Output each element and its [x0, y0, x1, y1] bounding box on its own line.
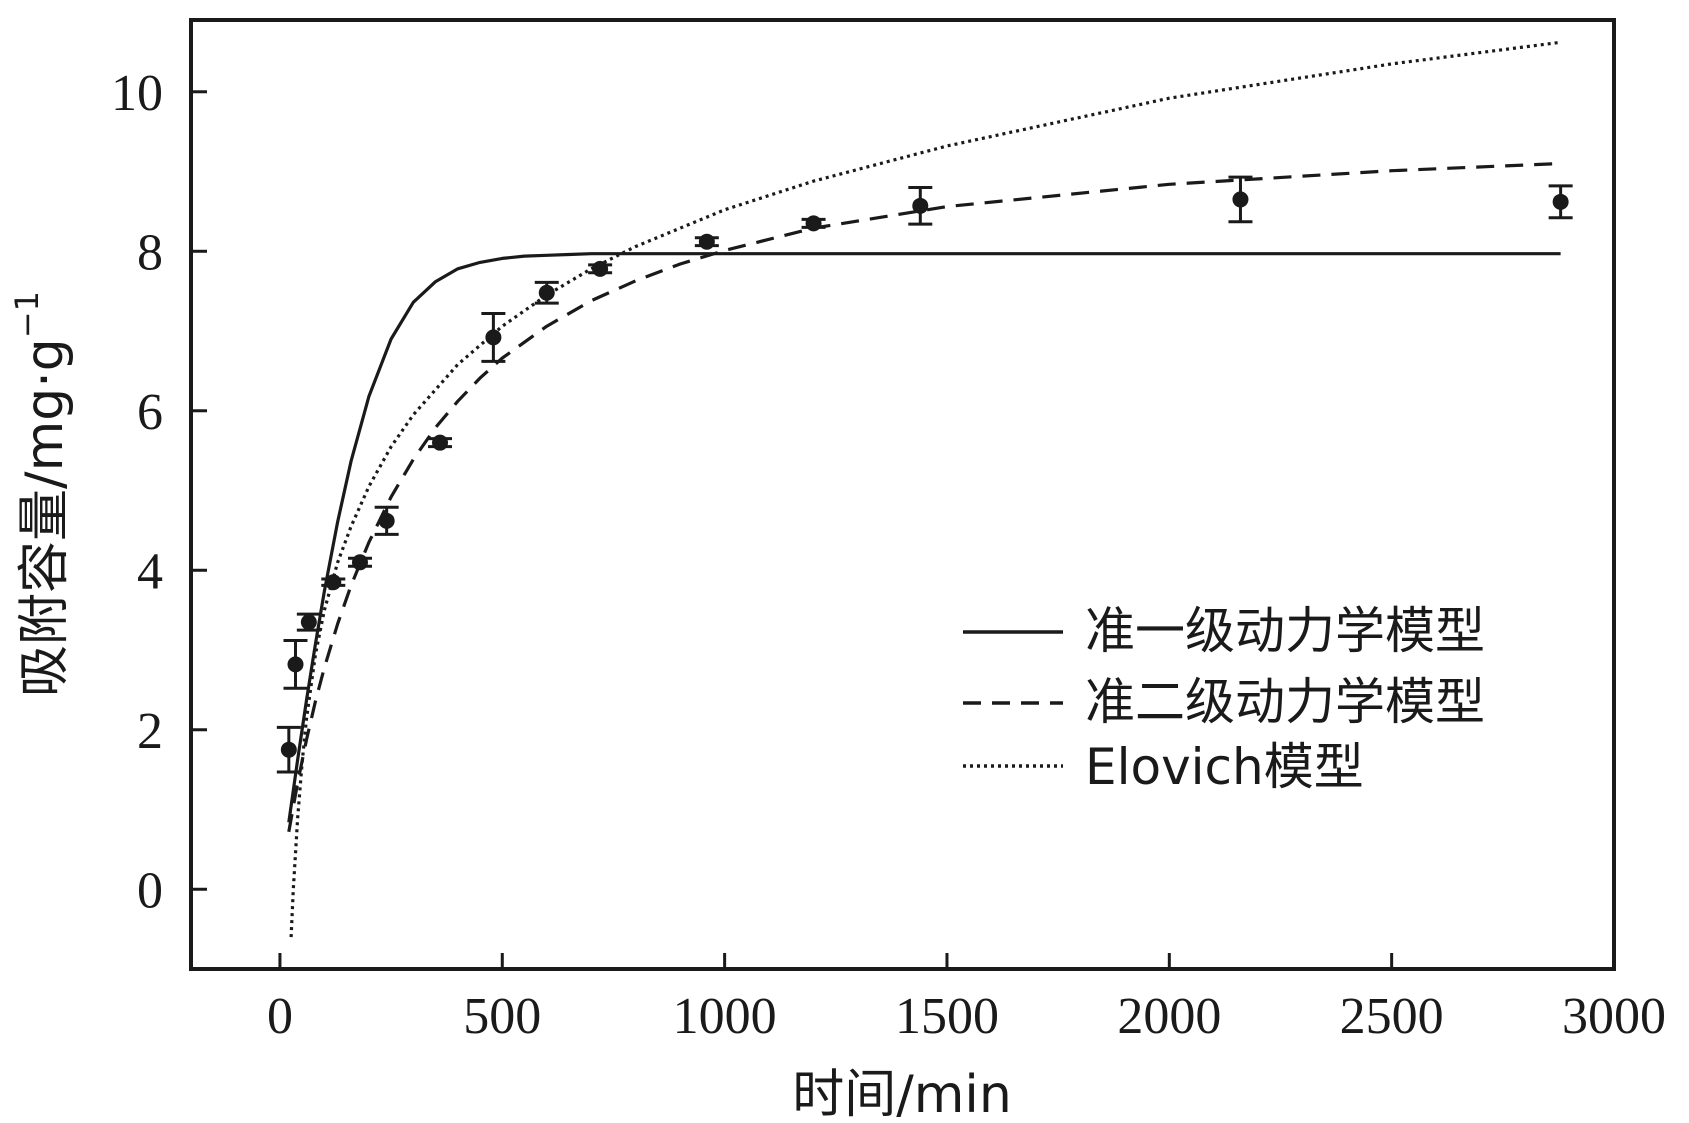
data-point	[287, 656, 304, 673]
data-point	[378, 512, 395, 529]
x-tick-label-2000: 2000	[1117, 988, 1221, 1045]
y-tick-label-10: 10	[111, 65, 163, 122]
legend-label-pso: 准二级动力学模型	[1085, 673, 1485, 731]
x-tick-label-2500: 2500	[1340, 988, 1444, 1045]
legend: 准一级动力学模型 准二级动力学模型 Elovich模型	[963, 602, 1485, 796]
x-axis-ticks: 0 500 1000 1500 2000 2500 3000	[267, 953, 1666, 1045]
measured-points	[276, 175, 1573, 774]
y-axis-title-group: 吸附容量/mg·g−1	[8, 291, 75, 697]
legend-label-elovich: Elovich模型	[1085, 738, 1364, 796]
y-axis-title: 吸附容量/mg·g−1	[8, 291, 75, 697]
x-tick-label-3000: 3000	[1562, 988, 1666, 1045]
series-line-pfo	[287, 252, 1561, 823]
y-tick-label-2: 2	[137, 703, 163, 760]
x-tick-label-1500: 1500	[895, 988, 999, 1045]
x-tick-label-1000: 1000	[673, 988, 777, 1045]
data-point	[805, 215, 822, 232]
data-point	[325, 574, 342, 591]
y-tick-label-4: 4	[137, 543, 163, 600]
legend-label-pfo: 准一级动力学模型	[1085, 602, 1485, 660]
y-axis-ticks: 0 2 4 6 8 10	[111, 65, 207, 919]
data-point	[485, 329, 502, 346]
x-tick-label-0: 0	[267, 988, 293, 1045]
data-point	[912, 197, 929, 214]
y-tick-label-8: 8	[137, 224, 163, 281]
series-line-elovich	[289, 40, 1561, 938]
series-layer	[287, 40, 1561, 938]
data-point	[698, 233, 715, 250]
x-tick-label-500: 500	[463, 988, 541, 1045]
data-point	[351, 554, 368, 571]
x-axis-title: 时间/min	[792, 1065, 1012, 1123]
y-tick-label-6: 6	[137, 384, 163, 441]
data-point	[538, 284, 555, 301]
y-tick-label-0: 0	[137, 862, 163, 919]
data-point	[1552, 193, 1569, 210]
data-point	[432, 434, 449, 451]
y-axis-title-main: 吸附容量/mg·g	[15, 338, 75, 697]
data-point	[300, 614, 317, 631]
y-axis-title-superscript: −1	[8, 291, 46, 338]
data-point	[280, 741, 297, 758]
plot-frame	[189, 18, 1616, 971]
data-point	[592, 260, 609, 277]
series-line-pso	[287, 161, 1561, 833]
data-point	[1232, 191, 1249, 208]
